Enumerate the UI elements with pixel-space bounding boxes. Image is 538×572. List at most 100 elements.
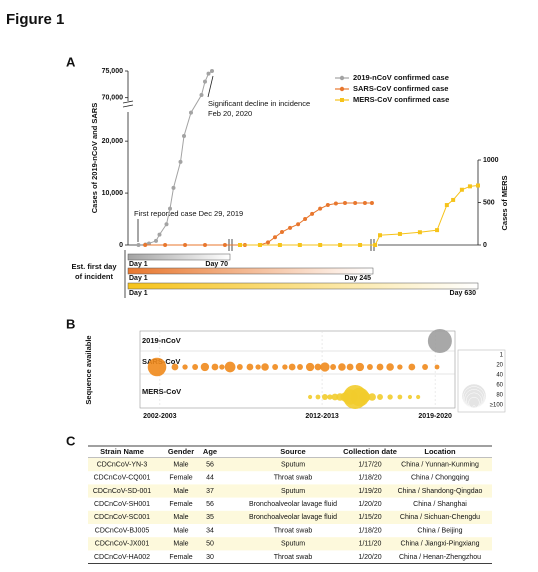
size-legend-label: 1 [500, 353, 504, 359]
data-point [189, 110, 193, 115]
bubble [171, 363, 179, 371]
data-point [417, 230, 422, 235]
timeline-label: of incident [75, 272, 113, 281]
table-cell: 56 [206, 501, 214, 508]
table-cell: Sputum [281, 541, 305, 548]
bubble [427, 329, 452, 353]
table-cell: 50 [206, 541, 214, 548]
bubble [397, 364, 403, 370]
table-cell: Male [173, 514, 188, 521]
y-axis-title: Cases of 2019-nCoV and SARS [90, 103, 99, 213]
bubble [255, 364, 261, 370]
table-header: Collection date [343, 447, 397, 456]
row-label: 2019-nCoV [142, 336, 181, 345]
timeline-start: Day 1 [129, 261, 148, 268]
table-cell: Male [173, 461, 188, 468]
bubble [224, 361, 236, 373]
legend-label: MERS-CoV confirmed case [353, 95, 449, 104]
size-legend-label: 20 [496, 363, 503, 369]
row-divider [140, 350, 455, 375]
bubble [297, 364, 303, 370]
data-point [397, 231, 402, 236]
data-point [199, 93, 204, 97]
y-tick-label: 75,000 [102, 68, 124, 75]
data-point [318, 243, 323, 247]
table-row-bg [88, 458, 492, 472]
table-row-bg [88, 537, 492, 551]
table-cell: Throat swab [274, 527, 313, 534]
table-cell: 56 [206, 461, 214, 468]
table-cell: 1/17/20 [358, 461, 381, 468]
x-tick-label: 2002-2003 [143, 413, 177, 420]
y2-axis-title: Cases of MERS [500, 175, 509, 230]
bubble [147, 357, 167, 377]
legend-label: SARS-CoV confirmed case [353, 84, 448, 93]
annotation: Significant decline in incidence [208, 99, 310, 108]
panel-label: C [66, 433, 76, 448]
table-cell: Female [169, 554, 192, 561]
table-cell: China / Sichuan-Chengdu [400, 514, 480, 521]
table-cell: 1/20/20 [358, 554, 381, 561]
bubble [346, 363, 354, 371]
bubble [315, 394, 321, 400]
table-cell: Bronchoalveolar lavage fluid [249, 514, 337, 521]
bubble [407, 394, 413, 400]
table-cell: 1/19/20 [358, 488, 381, 495]
table-row-bg [88, 510, 492, 524]
timeline-end: Day 70 [205, 261, 228, 268]
data-point [378, 233, 382, 238]
data-point [338, 243, 343, 247]
bubble [338, 363, 346, 371]
data-point [168, 206, 172, 211]
data-point [163, 243, 168, 247]
data-point [444, 203, 449, 208]
bubble [386, 363, 394, 371]
data-point [318, 206, 323, 211]
data-point [178, 159, 183, 164]
bubble [219, 364, 225, 370]
timeline-start: Day 1 [129, 275, 148, 282]
bubble [367, 364, 373, 370]
series-line [138, 70, 213, 246]
table-cell: Throat swab [274, 475, 313, 482]
table-row-bg [88, 484, 492, 498]
timeline-start: Day 1 [129, 290, 148, 297]
data-point [280, 230, 284, 235]
bubble [330, 364, 337, 370]
y2-tick-label: 1000 [483, 157, 499, 164]
table-cell: CDCnCoV-SC001 [94, 514, 150, 521]
table-cell: China / Jiangxi-Pingxiang [401, 541, 480, 548]
bubble [308, 394, 313, 400]
data-point [303, 217, 308, 222]
data-point [257, 243, 262, 247]
table-cell: CDCnCoV-CQ001 [94, 475, 151, 482]
timeline-bar [127, 282, 479, 290]
table-cell: 1/11/20 [359, 541, 382, 548]
table-cell: 1/15/20 [358, 514, 381, 521]
data-point [297, 243, 302, 247]
data-point [171, 185, 176, 190]
annotation: First reported case Dec 29, 2019 [134, 209, 243, 218]
bubble [408, 363, 416, 371]
bubble [246, 363, 254, 371]
data-point [288, 225, 293, 230]
table-cell: China / Yunnan-Kunming [401, 461, 479, 468]
axis-break [122, 100, 134, 108]
panel-label: A [66, 54, 76, 69]
timeline-end: Day 630 [450, 290, 477, 297]
legend-marker [339, 75, 345, 81]
data-point [467, 184, 472, 189]
x-tick-label: 2019-2020 [418, 413, 452, 420]
size-legend-label: ≥100 [490, 403, 504, 409]
x-tick-label: 2012-2013 [305, 413, 339, 420]
legend-label: 2019-nCoV confirmed case [353, 73, 449, 82]
data-point [476, 183, 480, 188]
bubble [397, 394, 403, 400]
data-point [183, 243, 188, 247]
data-point [182, 133, 186, 138]
data-point [238, 243, 242, 247]
legend-marker [340, 98, 344, 102]
figure-title: Figure 1 [6, 11, 64, 28]
table-cell: Male [173, 527, 188, 534]
table-cell: Female [169, 475, 192, 482]
